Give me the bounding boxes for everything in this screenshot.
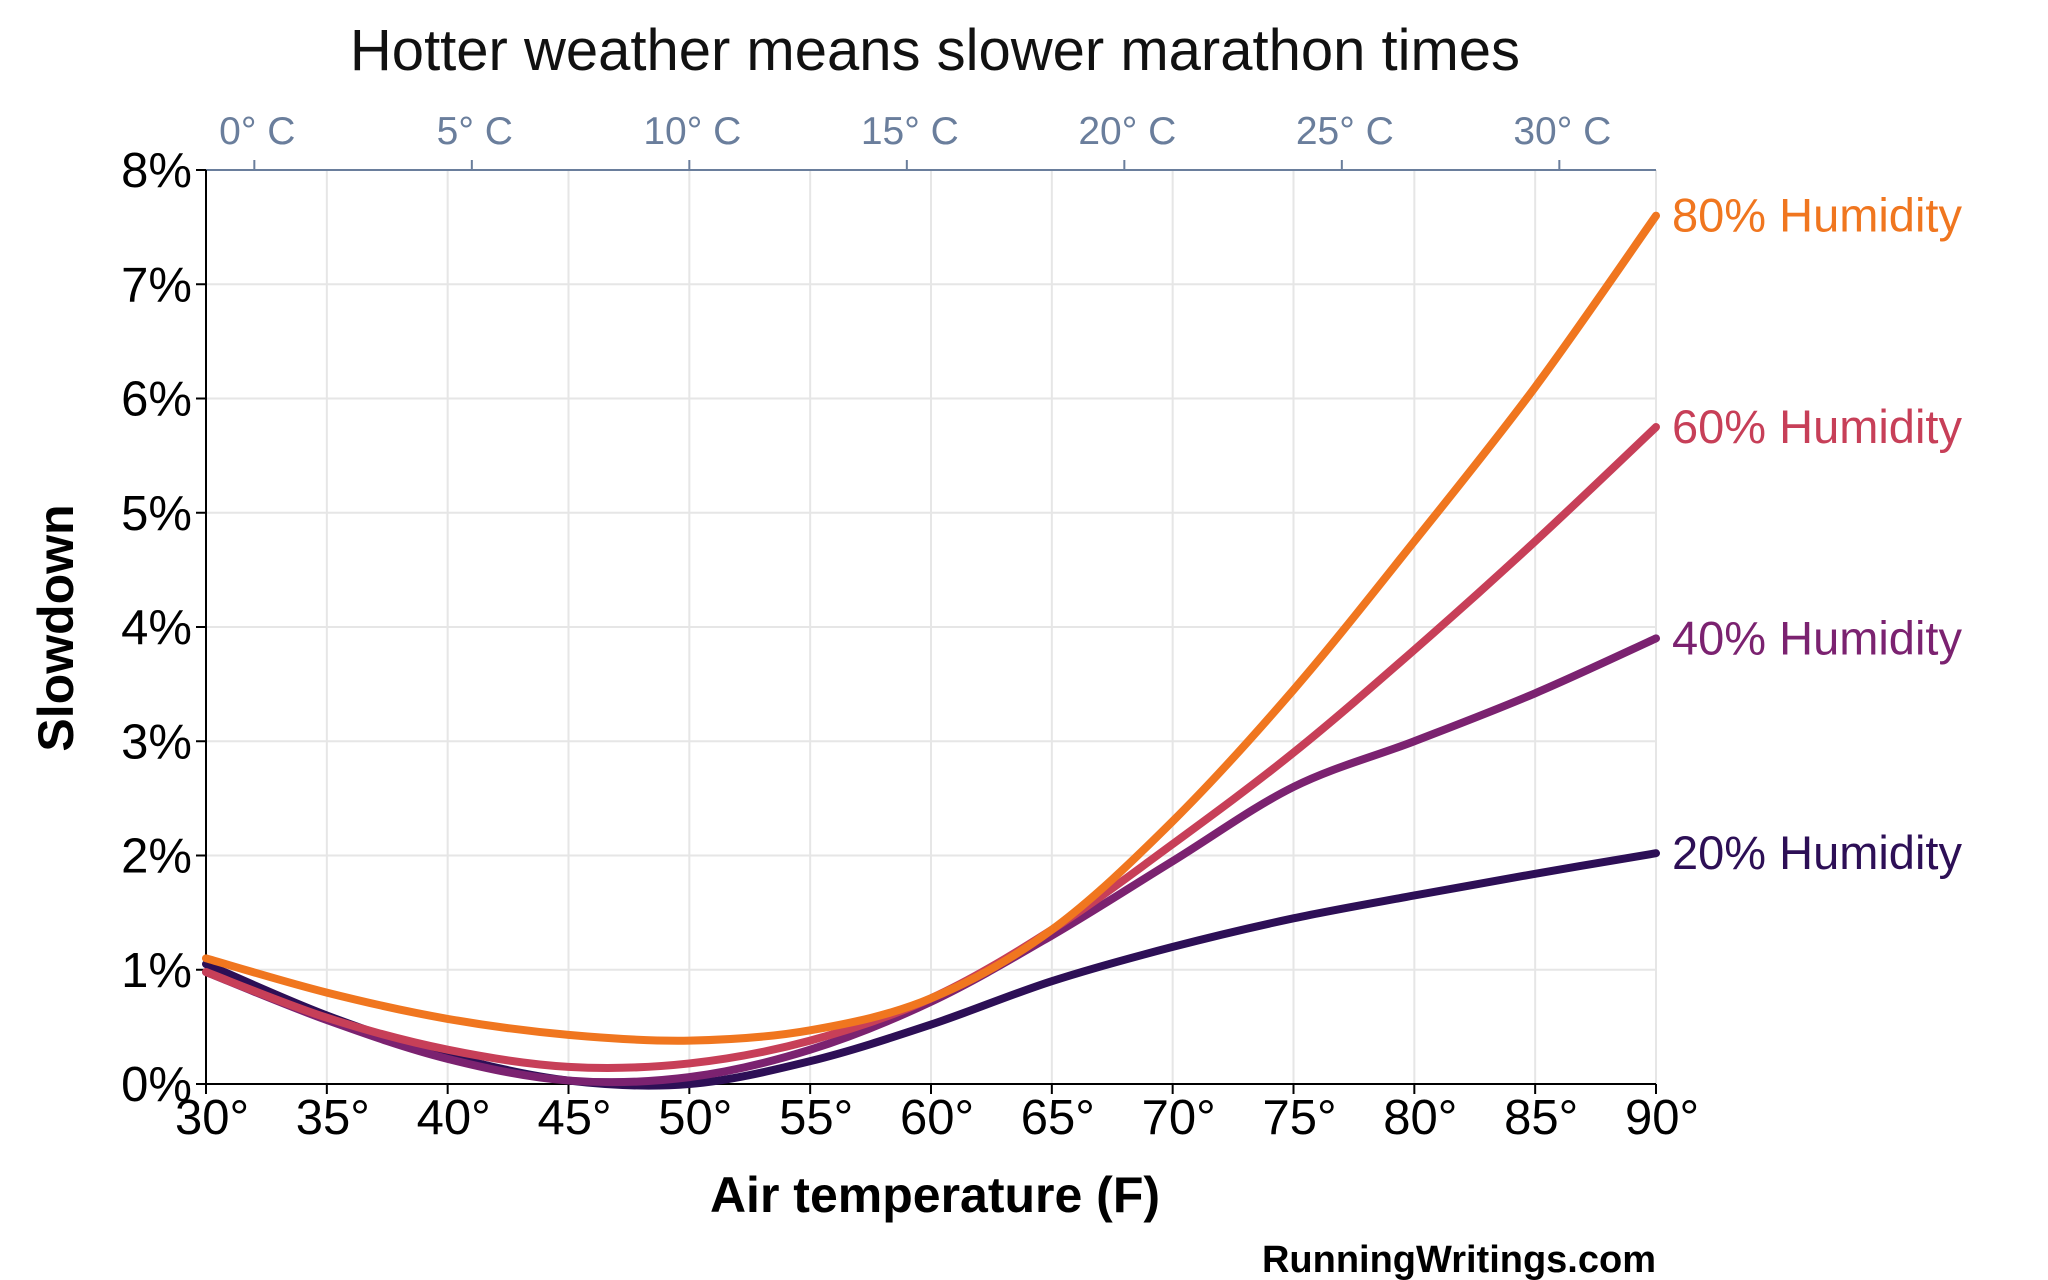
y-tick-label: 7%	[121, 258, 192, 312]
series-labels: 20% Humidity 40% Humidity 60% Humidity 80% …	[1672, 189, 1962, 880]
y-tick-label: 1%	[121, 944, 192, 998]
y-tick-label: 6%	[121, 373, 192, 427]
celsius-tick-label: 10° C	[643, 110, 741, 153]
x-tick-label: 80°	[1383, 1091, 1457, 1145]
y-tick-label: 4%	[121, 601, 192, 655]
grid	[205, 169, 1657, 1085]
celsius-tick-label: 15° C	[861, 110, 959, 153]
series-lines	[202, 211, 1660, 1090]
y-tick-label: 2%	[121, 830, 192, 884]
x-tick-label: 50°	[658, 1091, 732, 1145]
x-tick-label: 45°	[537, 1091, 611, 1145]
x-tick-label: 30°	[175, 1091, 249, 1145]
chart-title: Hotter weather means slower marathon tim…	[350, 18, 1520, 83]
celsius-tick-label: 5° C	[437, 110, 513, 153]
series-label-20-humidity: 20% Humidity	[1672, 826, 1962, 879]
x-tick-label: 60°	[900, 1091, 974, 1145]
celsius-tick-label: 20° C	[1078, 110, 1176, 153]
x-tick-label: 35°	[296, 1091, 370, 1145]
x-tick-label: 65°	[1021, 1091, 1095, 1145]
celsius-axis: 0° C 5° C 10° C 15° C 20° C 25° C 30° C	[206, 110, 1656, 171]
y-tick-label: 3%	[121, 715, 192, 769]
y-tick-label: 5%	[121, 487, 192, 541]
credit: RunningWritings.com	[1262, 1239, 1656, 1280]
celsius-tick-label: 0° C	[219, 110, 295, 153]
x-axis-title: Air temperature (F)	[710, 1167, 1160, 1223]
x-tick-label: 90°	[1625, 1091, 1699, 1145]
y-tick-label: 0%	[121, 1058, 192, 1112]
x-tick-label: 40°	[417, 1091, 491, 1145]
series-label-40-humidity: 40% Humidity	[1672, 611, 1962, 664]
x-tick-label: 75°	[1262, 1091, 1336, 1145]
celsius-tick-label: 25° C	[1296, 110, 1394, 153]
x-tick-label: 85°	[1504, 1091, 1578, 1145]
series-label-80-humidity: 80% Humidity	[1672, 189, 1962, 242]
series-label-60-humidity: 60% Humidity	[1672, 400, 1962, 453]
series-line-80-humidity	[202, 211, 1660, 1045]
x-tick-label: 55°	[779, 1091, 853, 1145]
y-tick-label: 8%	[121, 144, 192, 198]
x-tick-label: 70°	[1142, 1091, 1216, 1145]
axes: 0% 1% 2% 3% 4% 5% 6% 7% 8% 30° 35° 40° 45° 50° 55° 60° 6…	[121, 144, 1699, 1145]
y-axis-title: Slowdown	[28, 504, 84, 751]
celsius-tick-label: 30° C	[1513, 110, 1611, 153]
